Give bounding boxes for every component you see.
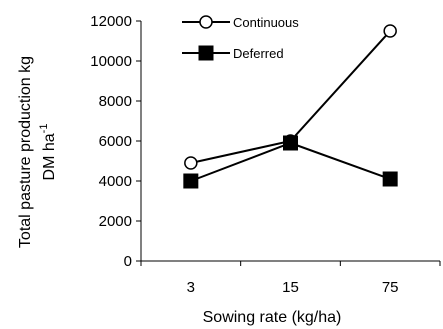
y-axis-title-line2-text: DM ha <box>41 133 58 180</box>
y-tick-label: 6000 <box>99 133 132 150</box>
legend-label: Deferred <box>233 46 284 61</box>
x-axis: 3 15 75 <box>140 260 441 296</box>
legend-marker-continuous <box>199 15 213 29</box>
data-point-continuous <box>184 156 198 170</box>
legend-item-continuous: Continuous <box>182 15 299 30</box>
x-tick-label: 75 <box>382 279 399 296</box>
y-tick-label: 12000 <box>90 13 132 30</box>
y-tick-label: 2000 <box>99 213 132 230</box>
data-point-deferred <box>183 173 199 189</box>
data-point-continuous <box>383 24 397 38</box>
data-point-deferred <box>283 135 298 151</box>
y-axis: 0 2000 4000 6000 8000 10000 12000 <box>90 13 142 270</box>
x-axis-title: Sowing rate (kg/ha) <box>203 309 342 326</box>
legend: Continuous Deferred <box>182 15 299 61</box>
series-group <box>183 24 398 189</box>
y-axis-title-line1: Total pasture production kg <box>17 56 34 248</box>
legend-label: Continuous <box>233 15 299 30</box>
y-axis-title: Total pasture production kg DM ha-1 <box>17 56 58 248</box>
x-tick-label: 3 <box>187 279 195 296</box>
legend-marker-deferred <box>198 45 214 61</box>
legend-item-deferred: Deferred <box>182 45 284 61</box>
x-tick-label: 15 <box>282 279 299 296</box>
y-tick-label: 4000 <box>99 173 132 190</box>
y-tick-label: 10000 <box>90 53 132 70</box>
y-tick-label: 0 <box>124 253 132 270</box>
series-deferred <box>183 135 398 189</box>
data-point-deferred <box>382 171 398 187</box>
y-tick-label: 8000 <box>99 93 132 110</box>
y-axis-title-superscript: -1 <box>38 124 50 134</box>
y-axis-title-line2: DM ha-1 <box>38 124 58 181</box>
